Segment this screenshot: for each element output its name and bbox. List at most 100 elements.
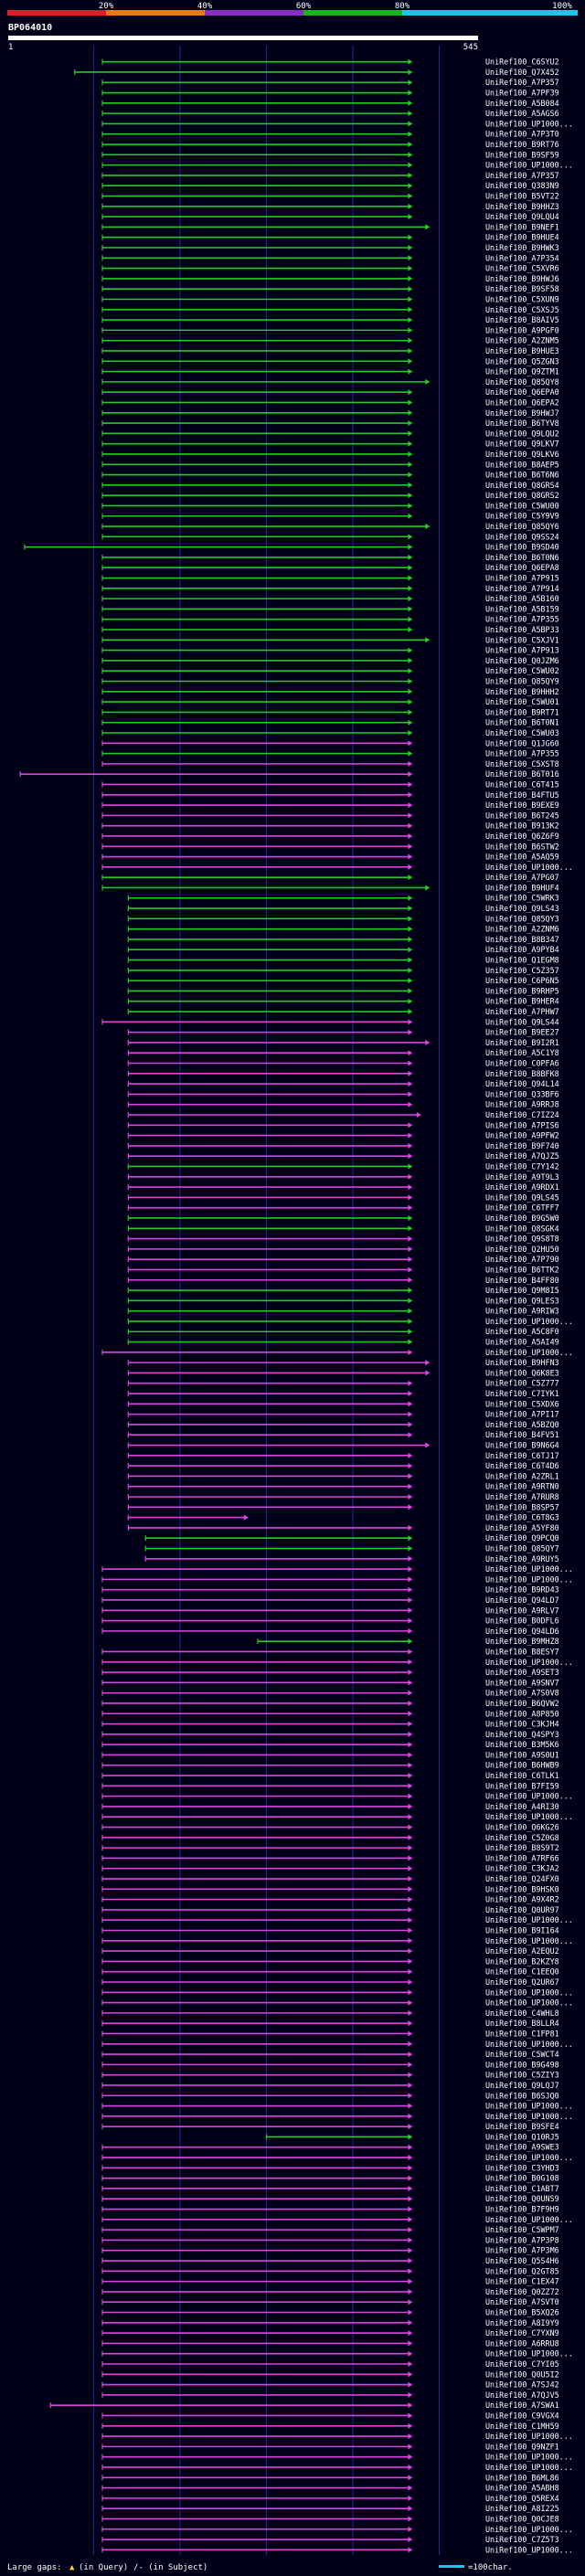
hit-label[interactable]: UniRef100_C1MH59 — [485, 2422, 559, 2431]
hit-label[interactable]: UniRef100_C5WU03 — [485, 728, 559, 737]
hit-row[interactable]: UniRef100_C5XST8 — [101, 759, 559, 769]
hit-label[interactable]: UniRef100_A7P3M6 — [485, 2246, 559, 2255]
hit-row[interactable]: UniRef100_C3YHD3 — [101, 2163, 559, 2172]
hit-row[interactable]: UniRef100_A8I225 — [101, 2504, 559, 2513]
hit-label[interactable]: UniRef100_UP1000... — [485, 1564, 573, 1574]
hit-label[interactable]: UniRef100_C6T415 — [485, 779, 559, 789]
hit-label[interactable]: UniRef100_C6T4D6 — [485, 1461, 559, 1470]
hit-label[interactable]: UniRef100_A6RRU8 — [485, 2338, 559, 2348]
hit-row[interactable]: UniRef100_Q6EPA0 — [101, 387, 559, 397]
hit-row[interactable]: UniRef100_B9I164 — [101, 1926, 559, 1935]
hit-row[interactable]: UniRef100_B6HWB9 — [101, 1761, 559, 1770]
hit-row[interactable]: UniRef100_B8ESY7 — [101, 1647, 559, 1656]
hit-label[interactable]: UniRef100_C5XDX6 — [485, 1399, 559, 1408]
hit-label[interactable]: UniRef100_A2ZNM6 — [485, 925, 559, 934]
hit-label[interactable]: UniRef100_B7F9H9 — [485, 2205, 559, 2214]
hit-row[interactable]: UniRef100_A5AI49 — [127, 1338, 559, 1347]
hit-label[interactable]: UniRef100_Q8GRS4 — [485, 481, 559, 490]
hit-row[interactable]: UniRef100_A5B159 — [101, 604, 559, 613]
hit-row[interactable]: UniRef100_B6T245 — [101, 811, 559, 820]
hit-row[interactable]: UniRef100_Q9LES3 — [127, 1296, 559, 1305]
hit-label[interactable]: UniRef100_A7PG07 — [485, 873, 559, 882]
hit-row[interactable]: UniRef100_A9RIW3 — [127, 1307, 559, 1316]
hit-row[interactable]: UniRef100_A7P357 — [101, 78, 559, 87]
hit-row[interactable]: UniRef100_Q9S8T8 — [127, 1235, 559, 1244]
hit-row[interactable]: UniRef100_C1EEQ0 — [101, 1967, 559, 1977]
hit-row[interactable]: UniRef100_Q2HU50 — [127, 1245, 559, 1254]
hit-row[interactable]: UniRef100_C0PFA6 — [127, 1059, 559, 1068]
hit-row[interactable]: UniRef100_UP1000... — [101, 2349, 573, 2359]
hit-label[interactable]: UniRef100_B6TYV8 — [485, 419, 559, 428]
hit-row[interactable]: UniRef100_A2ZRL1 — [127, 1471, 559, 1480]
hit-row[interactable]: UniRef100_C6TLK1 — [101, 1771, 559, 1780]
hit-label[interactable]: UniRef100_Q9LKV6 — [485, 450, 559, 459]
hit-row[interactable]: UniRef100_C3KJH4 — [101, 1720, 559, 1729]
hit-row[interactable]: UniRef100_UP1000... — [101, 1658, 573, 1667]
hit-label[interactable]: UniRef100_Q85QY9 — [485, 677, 559, 686]
hit-row[interactable]: UniRef100_B9SFE4 — [101, 2122, 559, 2131]
hit-label[interactable]: UniRef100_A7P355 — [485, 749, 559, 758]
hit-label[interactable]: UniRef100_Q9PCQ0 — [485, 1533, 559, 1542]
hit-label[interactable]: UniRef100_C5Z0G8 — [485, 1833, 559, 1842]
hit-label[interactable]: UniRef100_A7QJZ5 — [485, 1151, 559, 1161]
hit-label[interactable]: UniRef100_B9RHP5 — [485, 986, 559, 995]
hit-row[interactable]: UniRef100_C5WCT4 — [101, 2050, 559, 2059]
hit-label[interactable]: UniRef100_B2KZY8 — [485, 1956, 559, 1966]
hit-label[interactable]: UniRef100_B9SF58 — [485, 284, 559, 293]
hit-row[interactable]: UniRef100_Q9LS43 — [127, 904, 559, 913]
hit-row[interactable]: UniRef100_B6TTK2 — [127, 1265, 559, 1274]
hit-row[interactable]: UniRef100_B9SF58 — [101, 284, 559, 293]
hit-row[interactable]: UniRef100_C7IZ24 — [127, 1110, 559, 1119]
hit-label[interactable]: UniRef100_C0PFA6 — [485, 1059, 559, 1068]
hit-label[interactable]: UniRef100_Q94LD6 — [485, 1627, 559, 1636]
hit-row[interactable]: UniRef100_B3M5K6 — [101, 1740, 559, 1749]
hit-row[interactable]: UniRef100_C9VGX4 — [101, 2411, 559, 2420]
hit-row[interactable]: UniRef100_B9RD43 — [101, 1585, 559, 1595]
hit-label[interactable]: UniRef100_C5ZIY3 — [485, 2071, 559, 2080]
hit-row[interactable]: UniRef100_B6T016 — [19, 769, 559, 779]
hit-label[interactable]: UniRef100_UP1000... — [485, 161, 573, 170]
hit-label[interactable]: UniRef100_C7IYK1 — [485, 1389, 559, 1398]
hit-row[interactable]: UniRef100_UP1000... — [101, 2453, 573, 2462]
hit-label[interactable]: UniRef100_B9HHZ3 — [485, 202, 559, 211]
hit-row[interactable]: UniRef100_C3KJA2 — [101, 1864, 559, 1873]
hit-label[interactable]: UniRef100_Q7X452 — [485, 68, 559, 77]
hit-row[interactable]: UniRef100_A5BP33 — [101, 625, 559, 634]
hit-row[interactable]: UniRef100_B9HHZ3 — [101, 202, 559, 211]
hit-label[interactable]: UniRef100_A7P913 — [485, 646, 559, 655]
hit-label[interactable]: UniRef100_C5WPM7 — [485, 2225, 559, 2234]
hit-row[interactable]: UniRef100_Q24FX0 — [101, 1874, 559, 1883]
hit-label[interactable]: UniRef100_B9SFE4 — [485, 2122, 559, 2131]
hit-label[interactable]: UniRef100_C1FP81 — [485, 2029, 559, 2038]
hit-row[interactable]: UniRef100_A9SET3 — [101, 1668, 559, 1677]
hit-label[interactable]: UniRef100_B7FI59 — [485, 1781, 559, 1790]
hit-row[interactable]: UniRef100_UP1000... — [101, 1574, 573, 1584]
hit-label[interactable]: UniRef100_A9PGF0 — [485, 325, 559, 334]
hit-row[interactable]: UniRef100_A5C1Y8 — [127, 1048, 559, 1057]
hit-label[interactable]: UniRef100_C1EX47 — [485, 2277, 559, 2286]
hit-row[interactable]: UniRef100_B9HFN3 — [127, 1358, 559, 1367]
hit-label[interactable]: UniRef100_Q5S4H6 — [485, 2256, 559, 2265]
hit-label[interactable]: UniRef100_C7YI05 — [485, 2359, 559, 2369]
hit-label[interactable]: UniRef100_A5AGS6 — [485, 109, 559, 118]
hit-label[interactable]: UniRef100_Q9LQU2 — [485, 429, 559, 438]
hit-row[interactable]: UniRef100_Q9LQJ7 — [101, 2081, 559, 2090]
hit-label[interactable]: UniRef100_A5B159 — [485, 604, 559, 613]
hit-row[interactable]: UniRef100_Q9M8I5 — [127, 1286, 559, 1295]
hit-label[interactable]: UniRef100_A7P915 — [485, 574, 559, 583]
hit-label[interactable]: UniRef100_UP1000... — [485, 863, 573, 872]
hit-label[interactable]: UniRef100_A7SVT0 — [485, 2297, 559, 2306]
hit-row[interactable]: UniRef100_A7P914 — [101, 584, 559, 593]
hit-label[interactable]: UniRef100_B0G108 — [485, 2174, 559, 2183]
hit-label[interactable]: UniRef100_UP1000... — [485, 2545, 573, 2554]
hit-label[interactable]: UniRef100_Q6KG26 — [485, 1823, 559, 1832]
hit-label[interactable]: UniRef100_Q94L14 — [485, 1079, 559, 1088]
hit-label[interactable]: UniRef100_UP1000... — [485, 1317, 573, 1326]
hit-label[interactable]: UniRef100_B9HUE3 — [485, 346, 559, 355]
hit-label[interactable]: UniRef100_A9RTN0 — [485, 1482, 559, 1491]
hit-label[interactable]: UniRef100_B6T016 — [485, 769, 559, 779]
hit-label[interactable]: UniRef100_A9RLV7 — [485, 1606, 559, 1615]
hit-row[interactable]: UniRef100_B9F740 — [127, 1141, 559, 1150]
hit-label[interactable]: UniRef100_Q9SS24 — [485, 532, 559, 541]
hit-label[interactable]: UniRef100_UP1000... — [485, 2215, 573, 2224]
